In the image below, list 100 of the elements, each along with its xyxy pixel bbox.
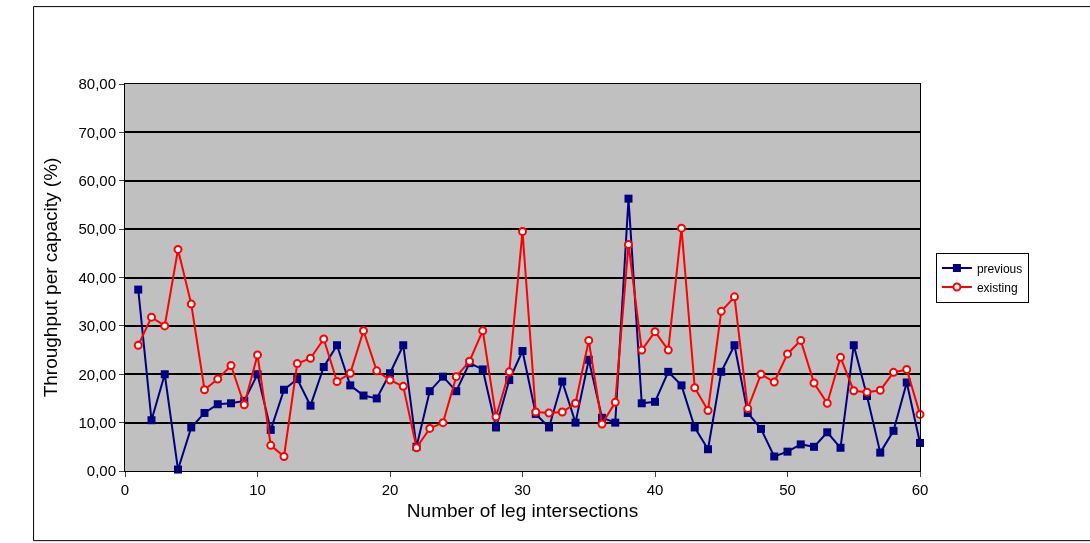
point [280, 385, 288, 394]
point [624, 194, 633, 203]
point [359, 391, 368, 400]
point [239, 400, 249, 410]
point [398, 381, 408, 391]
point [769, 377, 779, 387]
point [213, 374, 223, 384]
y-tick-label: 40,00 [78, 268, 116, 286]
legend-label: existing [976, 280, 1018, 295]
point [160, 370, 169, 379]
point [597, 419, 607, 429]
point [690, 423, 699, 432]
point [492, 423, 500, 432]
point [200, 408, 209, 417]
x-tick-label: 10 [249, 481, 266, 498]
point [610, 397, 620, 407]
point [637, 399, 646, 408]
x-tick-label: 0 [120, 481, 130, 498]
point [716, 306, 726, 316]
point [717, 367, 726, 376]
point [730, 341, 739, 350]
point [664, 367, 673, 376]
point [160, 321, 170, 331]
point [809, 378, 819, 388]
point [478, 365, 487, 374]
point [425, 387, 434, 396]
x-axis-title: Number of leg intersections [406, 499, 639, 521]
point [226, 361, 236, 371]
point [756, 369, 766, 379]
point [134, 285, 143, 294]
point [849, 386, 859, 396]
point [279, 451, 289, 461]
y-tick-label: 80,00 [78, 75, 116, 93]
point [345, 368, 355, 378]
point [770, 452, 779, 461]
y-axis-title: Throughput per capacity (%) [40, 157, 62, 398]
y-tick-label: 30,00 [78, 317, 116, 335]
point [227, 399, 235, 408]
point [545, 423, 553, 432]
point [385, 375, 395, 385]
point [663, 345, 673, 355]
point [253, 350, 262, 360]
point [557, 407, 567, 417]
point [571, 398, 580, 408]
point [889, 426, 898, 435]
point [173, 244, 183, 254]
point [902, 364, 912, 374]
point [690, 383, 700, 393]
y-tick-label: 0,00 [86, 462, 116, 480]
point [292, 359, 302, 369]
y-tick-label: 20,00 [78, 365, 116, 383]
point [783, 349, 792, 359]
point [558, 377, 567, 386]
point [213, 400, 222, 409]
point [425, 423, 435, 433]
point [810, 442, 818, 451]
point [544, 408, 554, 418]
point [823, 428, 832, 437]
point [438, 418, 448, 428]
point [319, 362, 328, 371]
point [650, 327, 660, 337]
point [836, 352, 845, 362]
point [849, 341, 858, 350]
x-tick-label: 20 [381, 481, 399, 498]
point [862, 387, 872, 397]
legend-label: previous [976, 261, 1023, 276]
point [704, 445, 712, 454]
point [677, 381, 686, 390]
point [359, 326, 368, 336]
point [651, 397, 659, 406]
point [730, 292, 739, 302]
point [451, 372, 461, 382]
point [491, 412, 501, 422]
point [757, 424, 765, 433]
point [319, 334, 329, 344]
point [306, 353, 315, 363]
point [332, 377, 342, 387]
point [478, 326, 488, 336]
point [147, 416, 156, 425]
point [637, 345, 647, 355]
point [399, 341, 408, 350]
point [876, 448, 885, 457]
point [677, 223, 686, 233]
point [147, 312, 156, 322]
point [571, 418, 580, 427]
y-tick-label: 60,00 [78, 172, 116, 189]
point [200, 385, 209, 395]
point [306, 401, 315, 410]
point [187, 423, 196, 432]
x-tick-label: 40 [646, 481, 664, 498]
point [783, 447, 792, 456]
x-tick-label: 60 [911, 481, 929, 498]
point [266, 440, 276, 450]
point [333, 341, 341, 350]
point [889, 367, 898, 377]
point [372, 394, 381, 403]
point [796, 440, 805, 449]
point [624, 240, 633, 250]
point [518, 347, 527, 356]
y-tick-label: 50,00 [78, 220, 116, 238]
